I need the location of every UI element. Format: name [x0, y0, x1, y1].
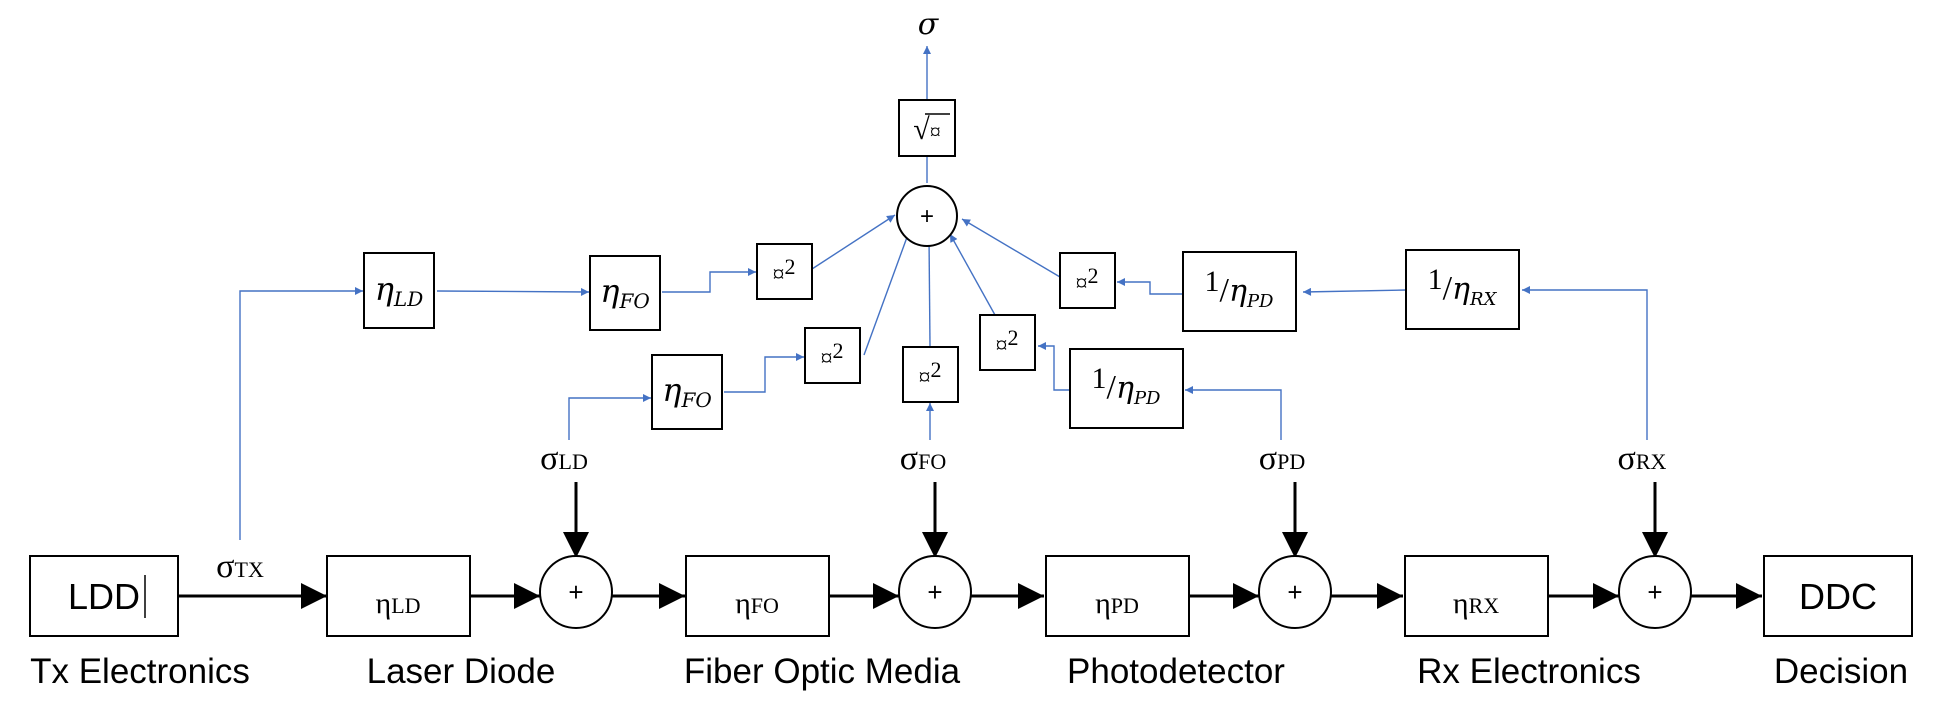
gain-label-inv-eta-pd-lower: 1/ηPD	[1092, 362, 1162, 409]
sum-pd-plus: +	[1287, 577, 1302, 607]
noise-paths	[239, 46, 1648, 540]
path-inv-eta-pd2-to-sq5	[1117, 278, 1185, 295]
gain-label-eta-fo-top: ηFO	[600, 272, 649, 313]
path-eta-fo-to-sq1	[662, 268, 756, 293]
pd-box	[1045, 555, 1190, 637]
tx-caption: Tx Electronics	[30, 652, 250, 691]
noise-sum-plus: +	[920, 203, 934, 230]
square-box-3	[902, 346, 959, 403]
rx-box	[1404, 555, 1549, 637]
path-inv-eta-pd-to-sq4	[1038, 342, 1070, 391]
gain-box-eta-fo-lower	[651, 354, 723, 430]
ld-box-label: ηLD	[375, 587, 420, 620]
decision-box-label: DDC	[1799, 576, 1877, 617]
fo-box-label: ηFO	[735, 587, 779, 620]
sum-ld-plus: +	[568, 577, 583, 607]
gain-box-eta-fo-top	[589, 255, 661, 331]
tx-box-label: LDD	[68, 576, 140, 617]
gain-label-eta-ld: ηLD	[375, 270, 424, 311]
rx-caption: Rx Electronics	[1417, 652, 1641, 691]
sum-junction-noise	[896, 185, 958, 247]
noise-label-ld: σLD	[540, 440, 588, 477]
sum-junction-ld	[539, 555, 613, 629]
fo-box	[685, 555, 830, 637]
square-box-1	[756, 243, 813, 300]
pd-caption: Photodetector	[1067, 652, 1285, 691]
square-box-4	[979, 314, 1036, 371]
square-label-4: ¤2	[996, 325, 1019, 359]
gain-box-inv-eta-rx	[1405, 249, 1520, 330]
path-eta-ld-to-eta-fo	[436, 287, 590, 296]
main-chain	[178, 482, 1762, 609]
square-label-3: ¤2	[919, 357, 942, 391]
decision-box	[1763, 555, 1913, 637]
output-sigma: σ	[918, 7, 940, 42]
noise-label-tx: σTX	[216, 548, 264, 585]
rx-box-label: ηRX	[1453, 587, 1499, 620]
square-label-1: ¤2	[773, 254, 796, 288]
noise-label-pd: σPD	[1259, 440, 1305, 477]
sqrt-box	[898, 99, 956, 157]
ld-box	[326, 555, 471, 637]
gain-box-inv-eta-pd-top	[1182, 251, 1297, 332]
sum-junction-pd	[1258, 555, 1332, 629]
ld-caption: Laser Diode	[367, 652, 556, 691]
gain-label-inv-eta-pd-top: 1/ηPD	[1205, 265, 1275, 312]
square-box-5	[1059, 252, 1116, 309]
path-sq5-to-sum	[961, 218, 1061, 278]
sqrt-label: √¤	[913, 113, 940, 146]
decision-caption: Decision	[1774, 652, 1908, 691]
square-label-5: ¤2	[1076, 263, 1099, 297]
path-tx-to-eta-ld	[239, 287, 363, 540]
square-label-2: ¤2	[821, 338, 844, 372]
sum-fo-plus: +	[927, 577, 942, 607]
fo-caption: Fiber Optic Media	[684, 652, 961, 691]
sum-junction-fo	[898, 555, 972, 629]
path-rx-to-inv-eta-rx	[1522, 286, 1648, 440]
square-box-2	[804, 327, 861, 384]
gain-label-eta-fo-lower: ηFO	[662, 371, 711, 412]
noise-label-fo: σFO	[900, 440, 946, 477]
path-sq2-to-sum	[863, 228, 912, 356]
path-pd-to-inv-eta-pd	[1185, 386, 1282, 440]
tx-box	[29, 555, 179, 637]
gain-box-inv-eta-pd-lower	[1069, 348, 1184, 429]
path-sq3-to-sum	[925, 236, 934, 347]
path-sq1-to-sum	[811, 214, 896, 270]
pd-box-label: ηPD	[1095, 587, 1139, 620]
sum-rx-plus: +	[1647, 577, 1662, 607]
path-eta-fo2-to-sq2	[724, 353, 804, 393]
noise-label-rx: σRX	[1618, 440, 1667, 477]
path-inv-eta-rx-to-inv-eta-pd	[1302, 287, 1407, 296]
gain-box-eta-ld	[363, 252, 435, 329]
sum-junction-rx	[1618, 555, 1692, 629]
path-ld-to-eta-fo	[568, 394, 651, 440]
gain-label-inv-eta-rx: 1/ηRX	[1428, 263, 1498, 310]
